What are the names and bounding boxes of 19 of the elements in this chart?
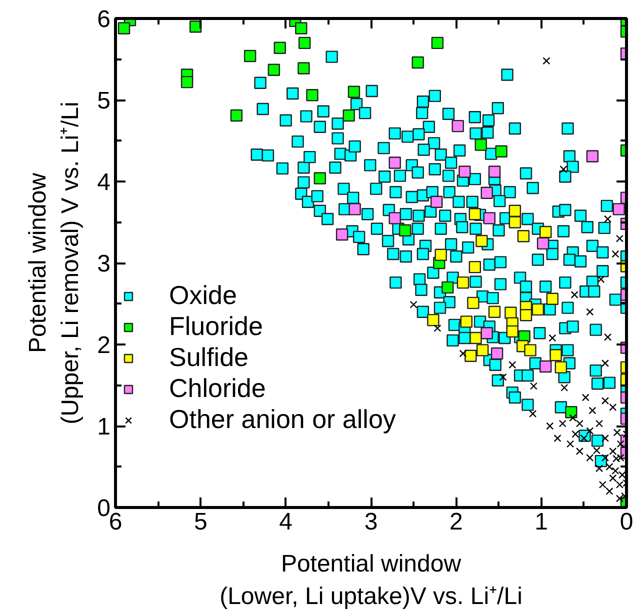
- x-tick-label: 4: [279, 508, 293, 536]
- y-tick-label: 1: [97, 414, 111, 440]
- x-tick-label: 5: [194, 508, 208, 536]
- y-tick-label: 3: [97, 250, 111, 278]
- y-tick-label: 6: [97, 6, 111, 33]
- x-tick-label: 1: [534, 508, 548, 536]
- legend-label: Other anion or alloy: [169, 404, 396, 435]
- x-tick-label: 2: [449, 508, 463, 536]
- x-axis-title: Potential window (Lower, Li uptake)V vs. Li⁺/Li: [220, 550, 522, 610]
- y-axis-title: Potential window (Upper, Li removal) V vs. Li⁺/Li: [24, 102, 84, 424]
- y-tick-label: 4: [97, 169, 111, 196]
- legend-label: Sulfide: [169, 342, 248, 373]
- legend-label: Oxide: [169, 280, 237, 311]
- y-tick-label: 5: [97, 88, 111, 114]
- legend-label: Chloride: [169, 373, 266, 404]
- y-tick-label: 2: [97, 332, 111, 359]
- x-tick-label: 0: [620, 508, 634, 536]
- x-tick-label: 3: [364, 508, 378, 536]
- legend-label: Fluoride: [169, 311, 263, 342]
